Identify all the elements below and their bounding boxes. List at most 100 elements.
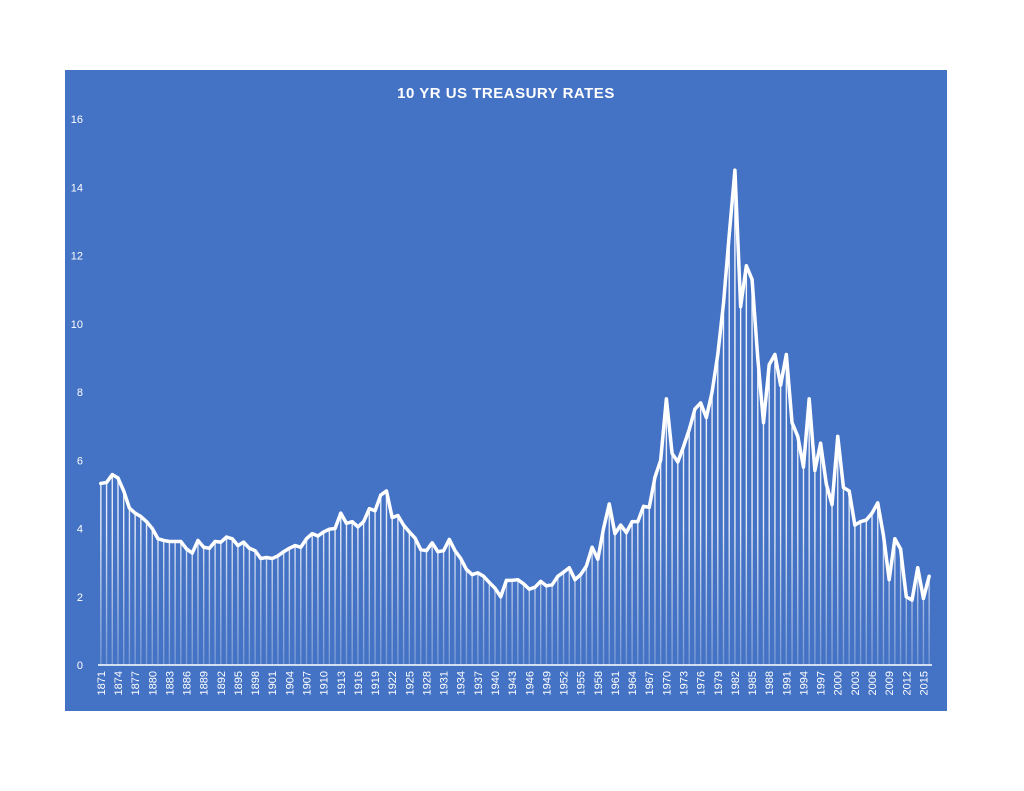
data-point — [636, 520, 640, 524]
x-tick-label: 1988 — [764, 671, 776, 695]
x-tick-label: 1931 — [439, 671, 451, 695]
data-point — [573, 578, 577, 582]
x-tick-label: 1961 — [610, 671, 622, 695]
data-point — [196, 538, 200, 543]
data-point — [624, 530, 628, 535]
data-point — [190, 551, 194, 555]
y-tick-label: 16 — [71, 114, 83, 126]
data-point — [830, 503, 834, 507]
data-point — [202, 545, 206, 549]
data-point — [476, 571, 480, 575]
data-point — [630, 520, 634, 524]
data-point — [322, 530, 326, 534]
data-point — [116, 476, 120, 480]
data-point — [144, 520, 149, 524]
data-point — [893, 537, 897, 541]
data-point — [264, 555, 269, 560]
data-point — [270, 556, 274, 561]
data-point — [230, 537, 234, 541]
y-tick-label: 12 — [71, 251, 83, 263]
data-point — [876, 501, 880, 505]
data-point — [356, 525, 360, 529]
data-point — [110, 472, 114, 477]
x-tick-label: 1895 — [233, 671, 245, 695]
data-point — [424, 549, 429, 553]
data-point — [419, 548, 423, 552]
data-point — [402, 523, 406, 527]
data-point — [373, 509, 377, 513]
x-tick-label: 1949 — [541, 671, 553, 695]
data-point — [676, 460, 680, 464]
data-point — [481, 574, 486, 578]
data-point — [796, 434, 800, 438]
data-point — [733, 168, 737, 172]
x-tick-label: 1925 — [404, 671, 416, 695]
data-point — [619, 523, 623, 527]
data-point — [516, 578, 520, 582]
data-point — [579, 572, 583, 577]
data-point — [664, 397, 668, 401]
data-point — [699, 401, 703, 405]
data-point — [601, 526, 606, 531]
data-point — [533, 585, 537, 589]
data-point — [487, 580, 491, 585]
x-tick-label: 1991 — [781, 671, 793, 695]
data-point — [659, 458, 663, 462]
data-point — [887, 578, 891, 582]
data-point — [464, 567, 469, 572]
data-point — [584, 564, 589, 568]
data-point — [127, 506, 132, 510]
data-point — [453, 549, 457, 553]
y-tick-label: 4 — [77, 524, 83, 536]
data-point — [407, 530, 411, 534]
data-point — [104, 480, 109, 485]
data-point — [716, 352, 720, 357]
data-point — [236, 543, 240, 548]
data-point — [801, 465, 806, 469]
data-point — [870, 511, 874, 515]
data-point — [521, 582, 526, 586]
data-point — [179, 539, 183, 544]
data-point — [362, 520, 366, 524]
data-point — [173, 539, 177, 544]
data-point — [596, 557, 600, 561]
data-point — [327, 527, 331, 531]
x-tick-label: 1919 — [370, 671, 382, 695]
x-tick-label: 2015 — [918, 671, 930, 695]
data-point — [773, 352, 777, 357]
data-point — [898, 547, 903, 551]
data-point — [693, 407, 697, 411]
data-point — [750, 277, 754, 281]
data-point — [539, 579, 543, 583]
x-tick-label: 2006 — [867, 671, 879, 695]
data-point — [847, 489, 851, 493]
x-tick-label: 1877 — [130, 671, 142, 695]
data-point — [259, 556, 263, 561]
data-point — [282, 550, 286, 554]
data-point — [836, 434, 840, 438]
data-point — [556, 574, 560, 578]
data-point — [156, 537, 160, 541]
data-point — [864, 518, 868, 522]
data-point — [761, 421, 766, 425]
data-point — [819, 441, 823, 445]
line-chart: 10 YR US TREASURY RATES 0 2 4 6 8 10 12 14 16 18… — [65, 70, 947, 711]
data-point — [304, 537, 309, 541]
x-tick-label: 1979 — [713, 671, 725, 695]
x-tick-label: 1928 — [421, 671, 433, 695]
data-point — [910, 598, 914, 602]
x-tick-label: 2012 — [901, 671, 913, 695]
data-point — [853, 523, 857, 527]
data-point — [744, 264, 748, 268]
x-tick-label: 1922 — [387, 671, 399, 695]
data-point — [99, 481, 103, 486]
data-point — [133, 511, 137, 515]
y-tick-label: 6 — [77, 455, 83, 467]
x-tick-label: 1970 — [661, 671, 673, 695]
data-point — [550, 583, 554, 587]
data-point — [904, 595, 908, 599]
x-tick-label: 1967 — [644, 671, 656, 695]
data-point — [287, 546, 291, 550]
chart-title: 10 YR US TREASURY RATES — [397, 85, 615, 102]
data-point — [384, 489, 389, 493]
